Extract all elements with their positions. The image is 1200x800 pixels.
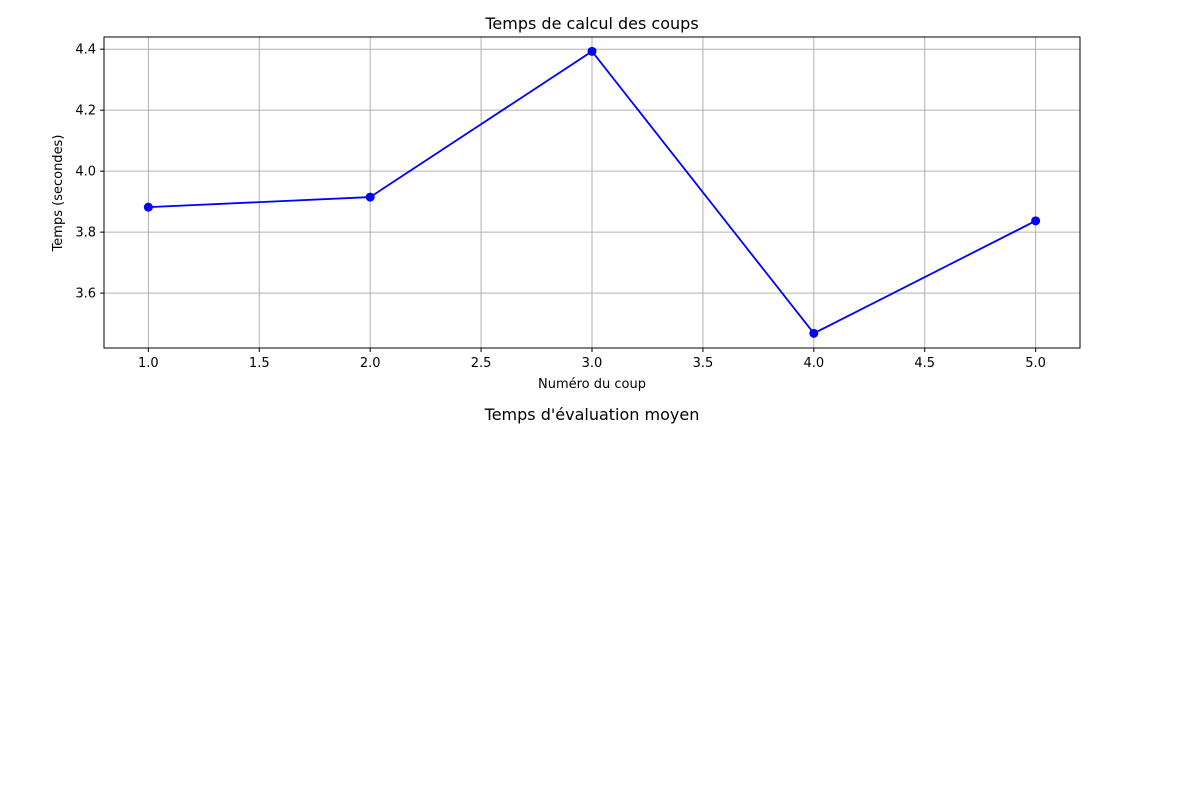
series-layer [143, 46, 1041, 338]
x-tick-label: 3.0 [582, 356, 603, 371]
x-tick-label: 2.0 [360, 356, 381, 371]
y-tick-label: 3.8 [75, 226, 96, 241]
data-point [809, 328, 819, 338]
x-tick-label: 1.0 [138, 356, 159, 371]
x-tick-label: 5.0 [1025, 356, 1046, 371]
x-tick-label: 2.5 [471, 356, 492, 371]
data-point [1031, 216, 1041, 226]
axis-ticks: 1.0 1.5 2.0 2.5 3.0 3.5 4.0 4.5 5.0 3.6 3.8 4.0 4.2 4… [75, 43, 1046, 371]
y-tick-label: 4.0 [75, 165, 96, 180]
x-tick-label: 3.5 [693, 356, 714, 371]
y-tick-label: 3.6 [75, 287, 96, 302]
data-point [365, 192, 375, 202]
data-point [143, 202, 153, 212]
second-chart-title: Temps d'évaluation moyen [484, 405, 700, 424]
y-tick-label: 4.2 [75, 104, 96, 119]
x-tick-label: 4.0 [803, 356, 824, 371]
x-tick-label: 1.5 [249, 356, 270, 371]
chart-title: Temps de calcul des coups [484, 14, 698, 33]
x-tick-label: 4.5 [914, 356, 935, 371]
y-axis-label: Temps (secondes) [51, 135, 66, 253]
data-point [587, 46, 597, 56]
x-axis-label: Numéro du coup [538, 377, 646, 392]
y-tick-label: 4.4 [75, 43, 96, 58]
grid [104, 37, 1080, 348]
